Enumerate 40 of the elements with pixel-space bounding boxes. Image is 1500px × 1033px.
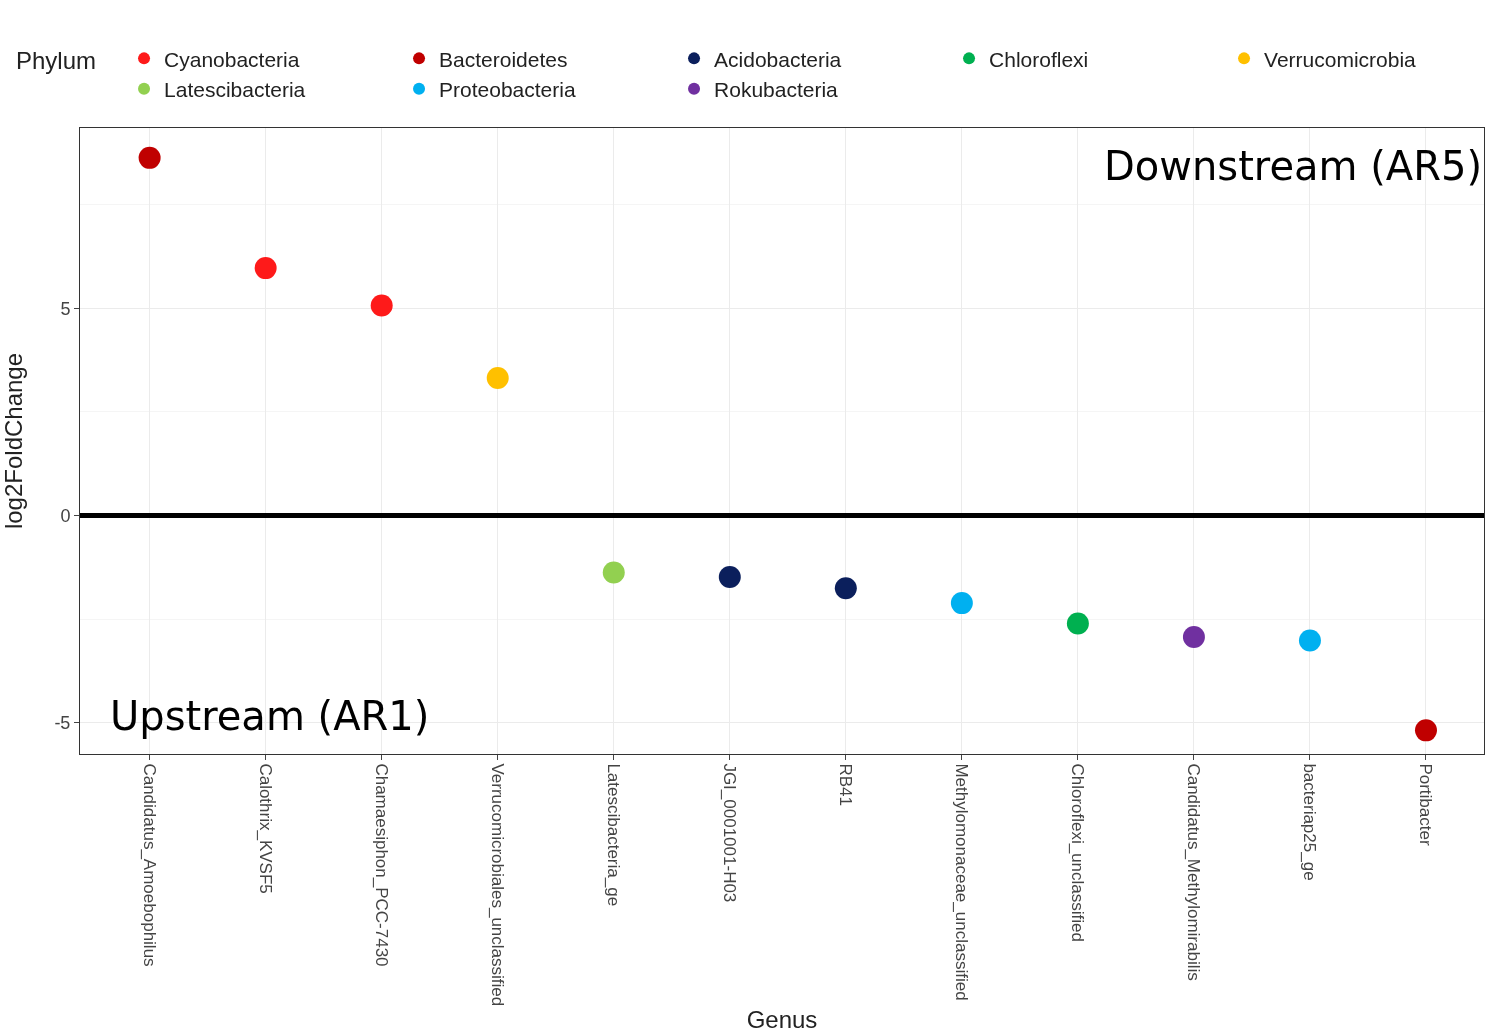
point	[1182, 626, 1205, 649]
point	[602, 561, 625, 584]
point	[254, 257, 277, 280]
y-tick-label: 5	[60, 298, 71, 319]
legend-label: Latescibacteria	[164, 77, 306, 101]
legend-label: Proteobacteria	[439, 77, 576, 101]
point	[834, 577, 857, 600]
x-tick-label: Candidatus_Amoebophilus	[140, 763, 160, 967]
x-tick-label: Chamaesiphon_PCC-7430	[372, 763, 392, 967]
legend-label: Rokubacteria	[714, 77, 839, 101]
point	[486, 366, 509, 389]
y-axis-title: log2FoldChange	[0, 352, 27, 530]
x-tick-label: Verrucomicrobiales_unclassified	[488, 763, 508, 1007]
legend-title: Phylum	[16, 47, 117, 75]
point	[1066, 612, 1089, 635]
x-tick-label: Chloroflexi_unclassified	[1068, 763, 1088, 942]
x-tick-label: Portibacter	[1416, 763, 1436, 846]
point	[138, 146, 161, 169]
x-tick-label: bacteriap25_ge	[1300, 763, 1320, 881]
annotation: Upstream (AR1)	[110, 693, 430, 739]
legend-label: Chloroflexi	[989, 47, 1089, 71]
point	[718, 565, 741, 588]
x-tick-label: Candidatus_Methylomirabilis	[1184, 763, 1204, 981]
x-tick-label: Latescibacteria_ge	[604, 763, 624, 907]
x-tick-label: RB41	[836, 763, 856, 806]
y-tick-label: -5	[54, 713, 71, 734]
x-axis-title: Genus	[746, 1006, 818, 1033]
legend-label: Acidobacteria	[714, 47, 842, 71]
point	[950, 592, 973, 615]
x-tick-label: Methylomonaceae_unclassified	[952, 763, 972, 1001]
x-tick-label: Calothrix_KVSF5	[256, 763, 276, 894]
legend-label: Cyanobacteria	[164, 47, 300, 71]
point	[370, 294, 393, 317]
annotation: Downstream (AR5)	[1104, 143, 1483, 189]
legend-label: Bacteroidetes	[439, 47, 568, 71]
legend-label: Verrucomicrobia	[1264, 47, 1417, 71]
x-tick-label: JGI_0001001-H03	[720, 763, 740, 903]
y-tick-label: 0	[60, 505, 71, 526]
point	[1298, 629, 1321, 652]
point	[1414, 719, 1437, 742]
